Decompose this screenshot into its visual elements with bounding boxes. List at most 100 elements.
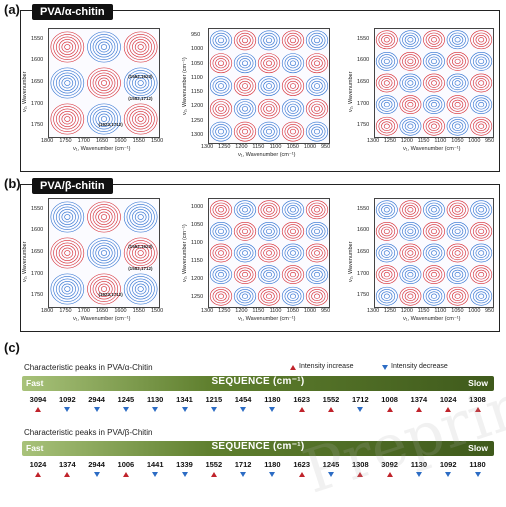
contour-line [475, 99, 487, 110]
contour-line [404, 99, 417, 110]
contour-line [215, 103, 227, 114]
contour-line [381, 291, 393, 302]
contour-line [472, 119, 490, 134]
contour-line [257, 76, 281, 96]
contour-line [381, 78, 393, 88]
increase-triangle-icon [445, 407, 452, 412]
contour-line [239, 291, 251, 302]
increase-triangle-icon [415, 407, 422, 412]
contour-line [381, 204, 393, 215]
contour-line [257, 30, 281, 51]
increase-triangle-icon [328, 407, 334, 412]
contour-line [209, 222, 233, 241]
contour-line [58, 39, 76, 55]
contour-line [290, 60, 297, 66]
contour-line [263, 269, 275, 280]
contour-line [431, 102, 437, 108]
increase-triangle-icon [122, 472, 129, 477]
p4-x-tick: 1750 [59, 308, 72, 314]
contour-line [375, 265, 398, 284]
contour-line [407, 80, 414, 86]
contour-line [287, 103, 299, 114]
contour-line [257, 200, 281, 220]
contour-line [236, 124, 254, 140]
contour-line [50, 103, 85, 135]
contour-line [137, 80, 144, 86]
contour-line [431, 293, 437, 299]
p3-x-tick: 1000 [468, 138, 481, 144]
p5-x-tick: 1250 [218, 308, 231, 314]
p4-x-tick: 1500 [151, 308, 164, 314]
p6-y-tick: 1700 [357, 270, 370, 277]
contour-line [61, 113, 74, 125]
contour-line [212, 245, 230, 261]
contour-line [449, 245, 466, 261]
seq1-fast: Fast [26, 378, 44, 388]
contour-line [287, 58, 299, 69]
contour-line [241, 293, 248, 299]
p2-y-tick: 1050 [191, 60, 204, 67]
contour-line [53, 70, 82, 96]
contour-line [241, 106, 248, 112]
p6-y-label: ν₂, Wavenumber [348, 241, 354, 282]
p6-x-tick: 1050 [451, 308, 464, 314]
p5-plot-area [208, 198, 330, 308]
contour-line [212, 224, 230, 239]
contour-line [470, 116, 493, 136]
contour-line [449, 32, 466, 47]
p5-x-tick: 1300 [201, 308, 214, 314]
contour-line [89, 204, 119, 230]
contour-line [239, 226, 251, 237]
contour-line [451, 34, 464, 45]
p3-x-tick: 1100 [434, 138, 447, 144]
contour-line [378, 119, 396, 134]
contour-line [425, 75, 443, 91]
sequence-value: 1180 [264, 395, 281, 404]
contour-line [134, 211, 147, 223]
contour-line [257, 265, 281, 284]
contour-line [407, 293, 414, 299]
contour-line [218, 106, 225, 112]
p5-x-tick: 1150 [252, 308, 265, 314]
sequence-value: 1092 [439, 460, 457, 469]
contour-line [64, 286, 71, 292]
p5-x-label: ν₁, Wavenumber (cm⁻¹) [238, 316, 296, 322]
p6-x-tick: 1100 [434, 308, 447, 314]
contour-line [257, 243, 281, 263]
contour-line [218, 207, 225, 213]
contour-line [236, 101, 254, 117]
contour-line [100, 286, 108, 292]
contour-line [126, 240, 155, 266]
contour-line [472, 75, 490, 91]
contour-line [123, 237, 158, 269]
contour-line [287, 226, 299, 237]
contour-line [241, 250, 248, 256]
seq1-bar: Fast SEQUENCE (cm⁻¹) Slow [22, 376, 494, 391]
p1-y-tick: 1700 [31, 100, 44, 107]
contour-line [236, 245, 254, 261]
contour-line [449, 75, 466, 91]
contour-line [425, 32, 443, 47]
contour-line [53, 106, 82, 132]
contour-line [308, 124, 326, 140]
panel-a-tag: PVA/α-chitin [32, 4, 113, 20]
contour-line [308, 78, 326, 94]
contour-line [375, 286, 398, 306]
contour-line [383, 58, 390, 64]
p5-x-tick: 950 [321, 308, 331, 314]
contour-line [236, 55, 254, 71]
contour-line [308, 224, 326, 239]
p2-y-tick: 1200 [191, 103, 204, 110]
contour-line [241, 272, 248, 278]
contour-line [404, 121, 417, 132]
contour-line [64, 116, 71, 122]
contour-line [265, 60, 272, 66]
contour-line [428, 204, 440, 215]
p2-y-tick: 1150 [191, 89, 203, 96]
contour-line [239, 80, 251, 92]
p6-contours [375, 200, 493, 306]
contour-line [236, 78, 254, 94]
contour-line [265, 106, 272, 112]
contour-line [239, 269, 251, 280]
contour-line [134, 247, 147, 259]
